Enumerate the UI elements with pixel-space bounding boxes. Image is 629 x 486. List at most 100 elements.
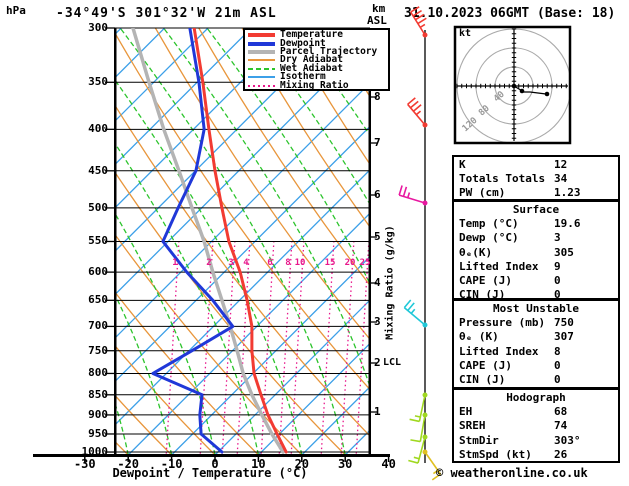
stat-row: EH 68 bbox=[459, 405, 618, 419]
pressure-tick-label: 700 bbox=[88, 319, 108, 333]
legend-item-label: Parcel Trajectory bbox=[280, 45, 378, 57]
temperature-curve bbox=[192, 28, 288, 454]
stat-row: CAPE (J) 0 bbox=[459, 274, 618, 288]
legend-item-label: Isotherm bbox=[280, 71, 326, 83]
sounding-curves bbox=[131, 28, 288, 454]
stat-value: 12 bbox=[554, 158, 568, 171]
mixing-ratio-line bbox=[199, 240, 214, 455]
mixing-ratio-value-label: 4 bbox=[243, 258, 249, 268]
mixing-ratio-value-label: 10 bbox=[294, 258, 306, 268]
wind-barb-feather bbox=[407, 97, 416, 105]
wind-barb-feather bbox=[409, 418, 420, 423]
hodograph bbox=[453, 25, 572, 145]
stat-label: CIN (J) bbox=[459, 288, 506, 302]
plot-left-border bbox=[114, 28, 117, 456]
stat-box-title: Most Unstable bbox=[492, 302, 580, 315]
wet-adiabat-line bbox=[206, 28, 370, 286]
legend-item-label: Mixing Ratio bbox=[280, 79, 349, 91]
legend-swatch-solid bbox=[248, 59, 275, 62]
km-tick-label: 1 bbox=[374, 405, 381, 418]
wind-barb-feather bbox=[417, 17, 427, 25]
legend-swatch-solid bbox=[248, 49, 275, 54]
wind-barb-feather bbox=[415, 13, 425, 21]
stat-label: Pressure (mb) bbox=[459, 316, 546, 330]
hodograph-unit-label: kt bbox=[459, 28, 472, 39]
stat-value: 3 bbox=[554, 231, 561, 245]
lcl-label: LCL bbox=[382, 357, 403, 368]
chart-legend: Temperature Dewpoint Parcel Trajectory Dry … bbox=[243, 28, 390, 91]
legend-swatch-dashed bbox=[248, 67, 275, 70]
wind-barb-feather bbox=[431, 473, 441, 481]
stat-row: Pressure (mb) 750 bbox=[459, 316, 618, 330]
mixing-ratio-value-label: 6 bbox=[267, 258, 273, 268]
dry-adiabat-line bbox=[241, 28, 370, 229]
stat-row: CAPE (J) 0 bbox=[459, 359, 618, 373]
stat-value: 8 bbox=[554, 344, 561, 358]
wind-barb-feather bbox=[407, 302, 415, 312]
dry-adiabat-line bbox=[285, 28, 370, 166]
wind-barb bbox=[403, 299, 428, 328]
dry-adiabat-line bbox=[115, 394, 173, 455]
wind-barb-feather bbox=[412, 104, 422, 112]
stat-value: 0 bbox=[554, 273, 561, 287]
pressure-tick-label: 500 bbox=[88, 200, 108, 214]
isotherm-line bbox=[171, 255, 370, 455]
mixing-ratio-value-label: 2 bbox=[206, 258, 212, 268]
wet-adiabat-line bbox=[115, 293, 173, 455]
stat-box-title: Surface bbox=[512, 203, 560, 216]
pressure-tick-label: 350 bbox=[88, 75, 108, 89]
temp-tick-label: 40 bbox=[381, 457, 396, 471]
km-tick-label: 3 bbox=[374, 315, 381, 328]
legend-item-label: Dry Adiabat bbox=[280, 54, 343, 66]
stat-value: 74 bbox=[554, 419, 568, 433]
legend-item: Dewpoint bbox=[248, 38, 388, 48]
pressure-tick-label: 450 bbox=[88, 163, 108, 177]
stat-value: 307 bbox=[554, 330, 574, 344]
wind-barb bbox=[410, 6, 428, 38]
stat-box-title: Hodograph bbox=[506, 391, 566, 404]
hodograph-trace-marker bbox=[519, 88, 525, 94]
stats-surface-box: Surface Temp (°C) 19.6 Dewp (°C) 3 θₑ(K) 305 Li… bbox=[452, 200, 620, 302]
wind-barb bbox=[422, 449, 442, 481]
dry-adiabat-line bbox=[115, 104, 370, 437]
pressure-tick-label: 650 bbox=[88, 293, 108, 307]
legend-item-label: Temperature bbox=[280, 29, 343, 41]
stat-value: 26 bbox=[554, 447, 568, 461]
stat-label: Lifted Index bbox=[459, 259, 539, 273]
mixing-ratio-value-label: 25 bbox=[359, 258, 371, 268]
mixing-ratio-value-label: 15 bbox=[324, 258, 336, 268]
stats-hodograph-box: Hodograph EH 68 SREH 74 StmDir 303° StmSpd (kt)… bbox=[452, 388, 620, 463]
parcel-trajectory-curve bbox=[131, 28, 285, 454]
stat-row: Temp (°C) 19.6 bbox=[459, 217, 618, 231]
pressure-tick-label: 400 bbox=[88, 122, 108, 136]
wet-adiabat-line bbox=[163, 28, 370, 389]
legend-item: Isotherm bbox=[248, 71, 388, 83]
dewpoint-curve bbox=[151, 28, 235, 454]
wet-adiabat-line bbox=[119, 28, 346, 455]
stat-value: 305 bbox=[554, 245, 574, 259]
stat-value: 19.6 bbox=[554, 217, 581, 231]
legend-swatch-solid bbox=[248, 76, 275, 79]
stat-label: CAPE (J) bbox=[459, 358, 512, 372]
stat-value: 0 bbox=[554, 372, 561, 386]
stat-row: CIN (J) 0 bbox=[459, 373, 618, 387]
pressure-tick-label: 750 bbox=[88, 343, 108, 357]
wind-barb bbox=[408, 434, 428, 464]
dry-adiabat-line bbox=[115, 344, 216, 455]
stat-label: Temp (°C) bbox=[459, 217, 519, 231]
stat-row: Dewp (°C) 3 bbox=[459, 231, 618, 245]
altitude-axis-label-asl: ASL bbox=[367, 14, 387, 27]
stat-value: 34 bbox=[554, 172, 568, 186]
hodograph-border bbox=[453, 25, 572, 145]
isotherm-line bbox=[0, 28, 78, 455]
wind-barb-feather bbox=[412, 9, 422, 17]
stat-value: 0 bbox=[554, 358, 561, 372]
wind-barb bbox=[410, 412, 428, 443]
wind-barb-feather bbox=[410, 100, 419, 109]
isotherm-line bbox=[115, 28, 252, 166]
station-title: -34°49'S 301°32'W 21m ASL bbox=[56, 6, 277, 21]
stat-row: θₑ (K) 307 bbox=[459, 330, 618, 344]
stat-row: PW (cm) 1.23 bbox=[459, 186, 618, 200]
pressure-tick-label: 1000 bbox=[81, 445, 109, 459]
